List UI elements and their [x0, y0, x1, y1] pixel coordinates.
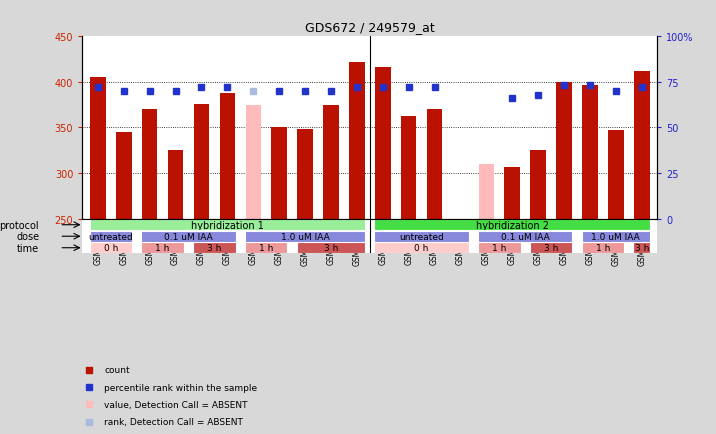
Bar [245, 231, 365, 242]
Bar [141, 243, 184, 253]
Bar [349, 62, 364, 220]
Text: 1.0 uM IAA: 1.0 uM IAA [281, 232, 329, 241]
Bar [116, 133, 132, 220]
Bar [581, 243, 624, 253]
Bar [608, 131, 624, 220]
Text: 3 h: 3 h [634, 243, 649, 253]
Bar [142, 110, 158, 220]
Bar [581, 231, 650, 242]
Bar [90, 243, 132, 253]
Bar [374, 220, 650, 230]
Bar [220, 93, 235, 220]
Text: hybridization 1: hybridization 1 [191, 220, 263, 230]
Bar [245, 243, 287, 253]
Text: 0.1 uM IAA: 0.1 uM IAA [500, 232, 550, 241]
Text: hybridization 2: hybridization 2 [475, 220, 548, 230]
Text: untreated: untreated [400, 232, 444, 241]
Bar [478, 243, 521, 253]
Bar [478, 164, 494, 220]
Bar [531, 151, 546, 220]
Bar [634, 243, 650, 253]
Bar [246, 105, 261, 220]
Bar [530, 243, 572, 253]
Text: 1 h: 1 h [155, 243, 170, 253]
Bar [427, 110, 442, 220]
Bar [297, 130, 313, 220]
Text: 0 h: 0 h [415, 243, 429, 253]
Bar [375, 68, 390, 220]
Bar [193, 243, 236, 253]
Bar [141, 231, 236, 242]
Bar [401, 117, 417, 220]
Text: percentile rank within the sample: percentile rank within the sample [105, 383, 258, 391]
Text: 0.1 uM IAA: 0.1 uM IAA [164, 232, 213, 241]
Title: GDS672 / 249579_at: GDS672 / 249579_at [305, 21, 435, 34]
Text: time: time [17, 243, 39, 253]
Bar [168, 151, 183, 220]
Bar [296, 243, 365, 253]
Bar [90, 231, 132, 242]
Text: dose: dose [16, 232, 39, 242]
Bar [271, 128, 287, 220]
Text: untreated: untreated [89, 232, 133, 241]
Text: 0 h: 0 h [104, 243, 118, 253]
Bar [90, 220, 365, 230]
Bar [374, 231, 469, 242]
Bar [505, 168, 520, 220]
Text: 3 h: 3 h [207, 243, 222, 253]
Text: rank, Detection Call = ABSENT: rank, Detection Call = ABSENT [105, 418, 243, 426]
Bar [582, 86, 598, 220]
Bar [374, 243, 469, 253]
Bar [194, 105, 209, 220]
Text: count: count [105, 365, 130, 374]
Bar [90, 78, 106, 220]
Text: protocol: protocol [0, 220, 39, 230]
Text: value, Detection Call = ABSENT: value, Detection Call = ABSENT [105, 400, 248, 409]
Text: 1 h: 1 h [259, 243, 274, 253]
Text: 1 h: 1 h [596, 243, 610, 253]
Text: 3 h: 3 h [324, 243, 338, 253]
Text: 3 h: 3 h [544, 243, 558, 253]
Bar [478, 231, 572, 242]
Text: 1.0 uM IAA: 1.0 uM IAA [591, 232, 640, 241]
Bar [634, 72, 649, 220]
Text: 1 h: 1 h [492, 243, 506, 253]
Bar [556, 82, 572, 220]
Bar [323, 105, 339, 220]
